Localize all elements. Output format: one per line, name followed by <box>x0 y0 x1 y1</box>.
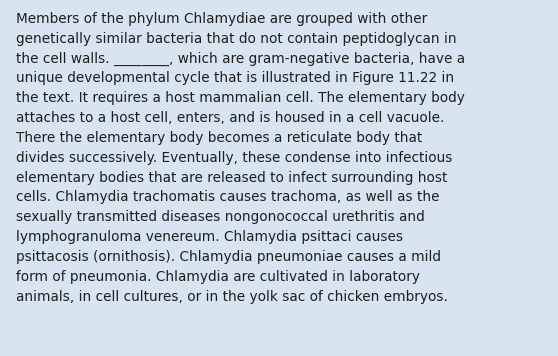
Text: Members of the phylum Chlamydiae are grouped with other
genetically similar bact: Members of the phylum Chlamydiae are gro… <box>16 12 465 304</box>
